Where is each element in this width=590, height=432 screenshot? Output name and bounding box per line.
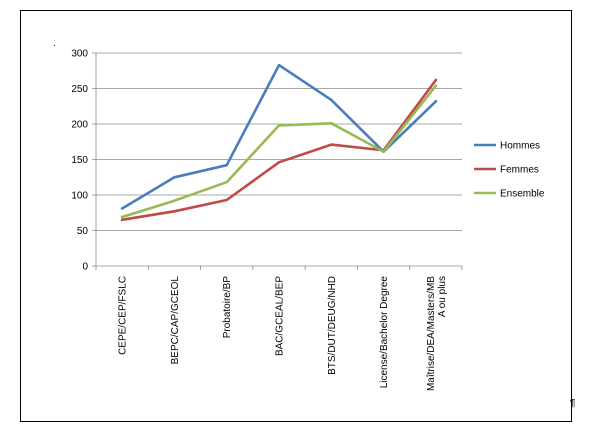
x-tick-label: Probatoire/BP [222,276,233,339]
legend-label-femmes: Femmes [500,165,539,176]
y-tick-label: 150 [71,155,88,166]
legend-label-ensemble: Ensemble [500,189,545,200]
x-tick-label: BEPC/CAP/GCEOL [170,276,181,365]
data-point-ensemble [173,199,176,202]
data-point-ensemble [434,84,438,87]
x-tick-label: CEPE/CEP/FSLC [118,276,129,355]
data-point-femmes [330,143,333,146]
y-tick-label: 200 [71,120,88,131]
data-point-femmes [120,218,124,222]
data-point-ensemble [277,124,281,127]
chart-frame [20,10,572,422]
series-line-hommes [120,63,438,210]
data-point-hommes [277,63,281,67]
legend: Hommes Femmes Ensemble [474,141,545,200]
pilcrow-mark: ¶ [570,398,575,409]
gridlines [96,52,462,231]
data-point-ensemble [382,150,385,153]
data-point-femmes [277,161,281,164]
y-tick-label: 250 [71,84,88,95]
legend-label-hommes: Hommes [500,141,540,152]
data-point-hommes [434,100,438,103]
y-tick-label: 100 [71,191,88,202]
series-lines [120,63,438,222]
stray-dot-mark: . [53,38,56,49]
series-line-ensemble [120,84,438,219]
data-point-ensemble [330,122,333,125]
x-tick-label: License/Bachelor Degree [379,276,390,389]
data-point-hommes [330,98,333,102]
x-tick-label: Maîtrise/DEA/Masters/MB [426,276,437,391]
x-axis-ticks: CEPE/CEP/FSLC BEPC/CAP/GCEOL Probatoire/BP… [95,266,463,391]
x-tick-label: A ou plus [437,276,448,317]
data-point-femmes [225,198,228,202]
data-point-hommes [120,207,124,210]
y-tick-label: 50 [77,226,89,237]
y-tick-label: 0 [82,262,88,273]
x-tick-label: BTS/DUT/DEUG/NHD [327,276,338,375]
data-point-hommes [173,176,176,179]
y-tick-label: 300 [71,49,88,60]
x-tick-label: BAC/GCEAL/BEP [275,276,286,356]
data-point-ensemble [120,215,124,219]
y-axis-ticks: 0 50 100 150 200 250 300 [71,49,96,273]
data-point-femmes [434,78,438,82]
data-point-hommes [225,163,228,167]
data-point-femmes [173,210,176,213]
data-point-ensemble [225,181,228,184]
series-line-femmes [120,78,438,222]
